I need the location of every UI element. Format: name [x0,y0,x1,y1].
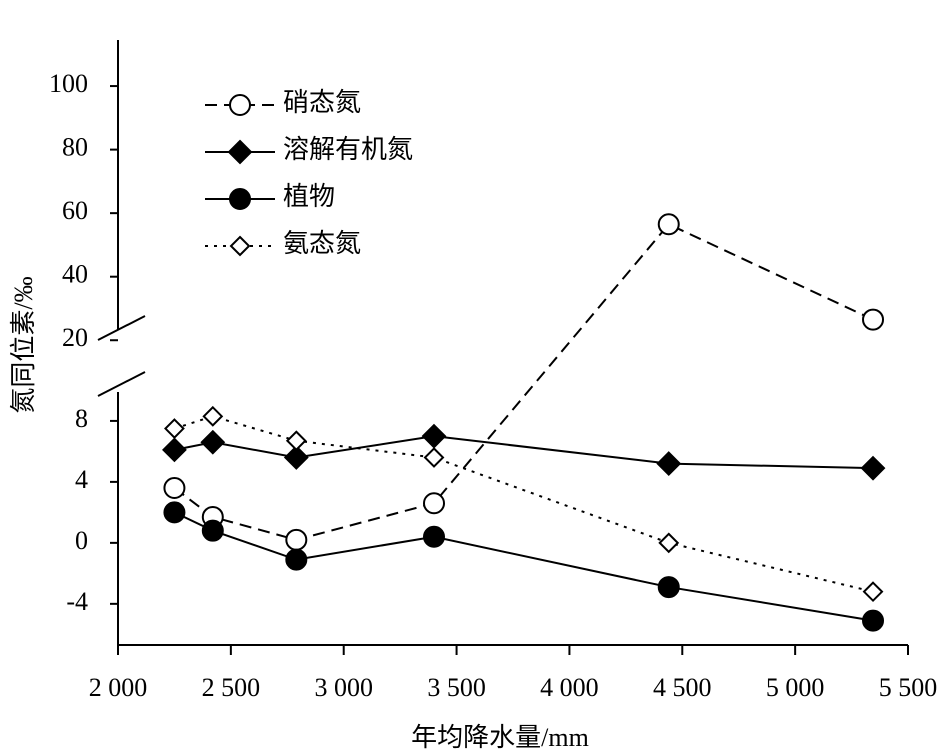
x-tick-label: 2 000 [89,673,148,702]
marker [862,609,885,632]
marker [200,429,226,455]
marker [283,445,309,470]
marker [860,455,886,481]
y-tick-label: 100 [49,69,88,98]
y-tick-label: -4 [66,587,88,616]
marker [285,548,308,571]
marker [657,213,680,236]
series-line [174,415,874,593]
x-axis-label: 年均降水量/mm [411,723,589,752]
marker [164,418,185,439]
marker [285,430,307,452]
marker [423,447,445,468]
marker [201,519,224,542]
x-tick-label: 5 000 [766,673,825,702]
legend-marker [227,139,253,165]
marker [657,576,680,599]
x-tick-label: 3 500 [427,673,486,702]
marker [163,501,186,524]
marker [163,476,186,499]
series-line [173,511,874,622]
marker [202,405,224,427]
axis-break [97,371,146,397]
x-tick-label: 4 000 [540,673,599,702]
legend-marker [229,94,251,116]
marker [862,308,885,331]
y-tick-label: 60 [62,196,88,225]
legend-label: 氨态氮 [283,229,361,258]
legend-label: 硝态氮 [283,88,361,117]
y-tick-label: 40 [62,260,88,289]
marker [656,451,682,477]
x-tick-label: 2 500 [202,673,261,702]
y-tick-label: 20 [62,323,88,352]
marker [285,528,308,551]
series-line [173,223,874,541]
series-line [174,435,874,470]
x-tick-label: 3 000 [314,673,373,702]
marker [658,532,680,554]
marker [162,437,187,463]
legend-marker [229,235,251,257]
legend-label: 溶解有机氮 [283,135,413,164]
y-tick-label: 4 [75,465,88,494]
marker [862,581,884,603]
marker [423,492,445,515]
x-tick-label: 4 500 [653,673,712,702]
y-tick-label: 0 [75,526,88,555]
legend-label: 植物 [283,182,335,211]
y-axis-label: 氮同位素/‰ [9,276,38,413]
x-tick-label: 5 500 [879,673,938,702]
y-tick-label: 8 [75,404,88,433]
y-tick-label: 80 [62,133,88,162]
legend-marker [229,188,251,210]
marker [423,525,445,548]
marker [421,423,447,449]
axis-break [97,315,146,341]
